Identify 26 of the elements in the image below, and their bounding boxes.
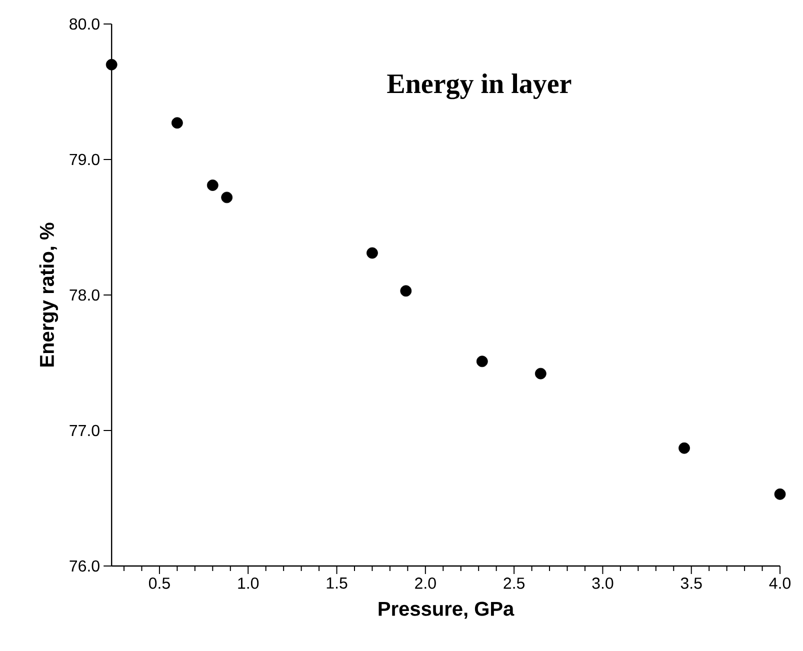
point [476, 356, 488, 368]
x-tick-label: 3.5 [680, 578, 702, 589]
y-tick-label: 76.0 [70, 560, 100, 572]
y-axis-title: Energy ratio, % [39, 222, 58, 366]
x-tick-label: 1.0 [238, 578, 259, 589]
x-tick-label: 0.5 [148, 578, 170, 589]
point [400, 285, 412, 297]
x-tick-label: 1.5 [326, 578, 348, 589]
y-tick-label: 77.0 [70, 424, 100, 436]
x-tick-label: 4.0 [769, 578, 790, 589]
x-axis-title: Pressure, GPa [378, 602, 514, 619]
x-tick-label: 2.5 [504, 578, 525, 589]
text: Energy in layer [387, 74, 572, 100]
y-tick-label: 78.0 [70, 289, 100, 301]
point [206, 180, 218, 191]
x-tick-label: 2.0 [415, 578, 436, 589]
point [534, 368, 546, 380]
y-tick-label: 80.0 [70, 18, 100, 30]
point [678, 442, 690, 454]
point [106, 58, 118, 70]
point [221, 192, 233, 204]
x-tick-label: 3.0 [592, 578, 614, 589]
point [774, 488, 786, 500]
y-tick-label: 79.0 [70, 154, 100, 166]
point [366, 247, 378, 259]
point [172, 117, 183, 129]
